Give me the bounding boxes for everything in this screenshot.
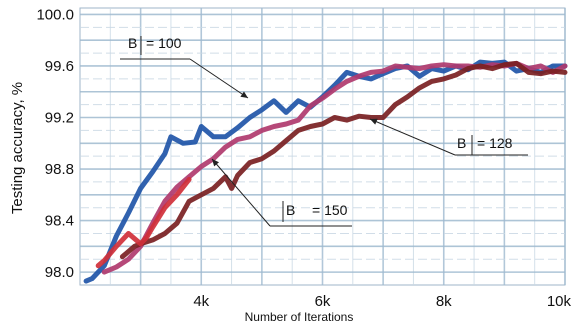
x-tick-label: 6k (315, 293, 331, 310)
y-tick-label: 99.6 (45, 58, 74, 75)
y-tick-label: 100.0 (36, 6, 74, 23)
y-tick-label: 98.4 (45, 213, 74, 230)
series-line (119, 60, 568, 260)
annotation-label: B (457, 135, 466, 151)
y-tick-label: 98.8 (45, 161, 74, 178)
annotation-arrowhead (370, 118, 378, 125)
annotation-label: B (286, 202, 295, 218)
annotation-value: = 150 (312, 202, 348, 218)
annotation-leader (211, 158, 271, 227)
series-line (95, 176, 192, 269)
annotation-value: = 128 (477, 135, 513, 151)
x-tick-label: 10k (547, 293, 572, 310)
axes: 98.0 98.4 98.8 99.2 99.6 100.0 4k 6k 8k 10k (36, 6, 571, 310)
x-tick-label: 4k (193, 293, 209, 310)
annotation-leader (369, 118, 456, 156)
annotation-label: B (128, 35, 137, 51)
y-tick-label: 98.0 (45, 264, 74, 281)
annotation-arrowhead (212, 159, 220, 167)
annotations: B = 100 B = 128 B = 150 (120, 35, 528, 227)
annotation-leader (189, 58, 249, 99)
grid (79, 7, 566, 286)
annotation-value: = 100 (146, 35, 182, 51)
x-tick-label: 8k (436, 293, 452, 310)
annotation-arrowhead (240, 91, 248, 98)
y-axis-title: Testing accuracy, % (9, 82, 26, 214)
series-group (83, 59, 568, 284)
x-axis-title: Number of Iterations (245, 310, 354, 324)
y-tick-label: 99.2 (45, 110, 74, 127)
